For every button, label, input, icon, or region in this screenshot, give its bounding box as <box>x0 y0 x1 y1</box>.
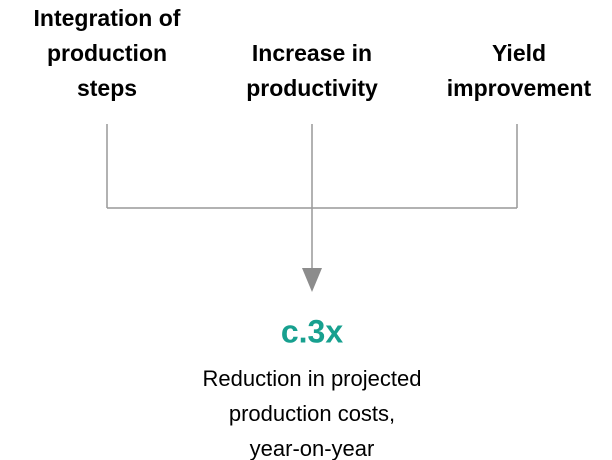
input-label: steps <box>77 75 137 101</box>
input-label: Integration of <box>34 5 181 31</box>
result-value: c.3x <box>281 313 343 349</box>
result-label: production costs, <box>229 401 395 426</box>
result-label: Reduction in projected <box>203 366 422 391</box>
input-label: Yield <box>492 40 546 66</box>
input-label: production <box>47 40 167 66</box>
input-label: improvement <box>447 75 592 101</box>
labels: Integration of production steps Increase in… <box>34 5 592 460</box>
result-label: year-on-year <box>250 436 375 460</box>
arrow-head <box>302 268 322 292</box>
input-label: productivity <box>246 75 378 101</box>
input-label: Increase in <box>252 40 372 66</box>
